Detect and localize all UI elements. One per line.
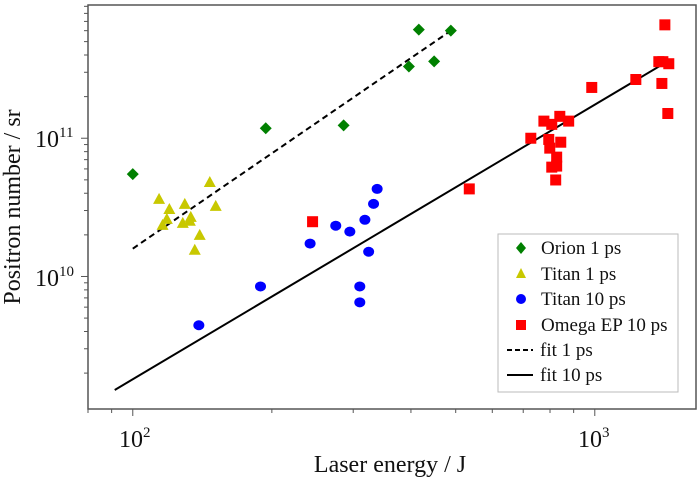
legend-label-fit-1ps: fit 1 ps [540, 340, 593, 361]
data-point-triangle [153, 192, 166, 204]
axis-ticks [81, 5, 596, 416]
legend: Orion 1 ps Titan 1 ps Titan 10 ps Omega … [497, 233, 679, 393]
data-point-square [630, 73, 642, 85]
data-point-square [656, 77, 668, 89]
data-point-square [307, 216, 319, 228]
legend-marker-titan-1ps [516, 268, 526, 278]
data-point-triangle [188, 243, 201, 255]
data-point-square [538, 115, 550, 127]
data-point-circle [363, 246, 375, 257]
legend-box [497, 233, 679, 393]
data-point-square [554, 110, 566, 122]
data-point-square [551, 151, 563, 163]
data-point-triangle [203, 176, 216, 188]
data-point-circle [368, 198, 380, 209]
legend-marker-orion [516, 242, 526, 254]
data-point-square [543, 133, 555, 145]
data-point-square [663, 58, 675, 70]
y-axis-label: Positron number / sr [0, 109, 26, 304]
data-point-circle [359, 214, 371, 225]
data-point-triangle [178, 197, 191, 209]
data-point-square [544, 142, 556, 154]
data-point-diamond [412, 23, 425, 36]
data-point-square [657, 56, 669, 68]
data-point-circle [330, 220, 342, 231]
data-point-square [550, 174, 562, 186]
data-point-square [546, 161, 558, 173]
fit-line-10ps [114, 59, 670, 391]
data-point-circle [371, 183, 383, 194]
legend-marker-omega [516, 320, 526, 330]
data-point-triangle [193, 228, 206, 240]
data-point-diamond [444, 24, 457, 37]
fit-lines [114, 31, 670, 391]
x-tick-label-1000: 103 [578, 425, 610, 453]
data-point-square [525, 132, 537, 144]
data-point-circle [354, 281, 366, 292]
data-point-triangle [183, 214, 196, 226]
data-point-square [546, 118, 558, 130]
legend-label-fit-10ps: fit 10 ps [540, 365, 602, 386]
data-point-circle [344, 226, 356, 237]
data-point-circle [255, 281, 267, 292]
data-point-diamond [259, 122, 272, 135]
data-point-diamond [402, 60, 415, 73]
data-point-triangle [160, 212, 173, 224]
data-point-square [659, 19, 671, 31]
data-point-triangle [156, 218, 169, 230]
data-points [126, 19, 675, 331]
data-point-square [463, 183, 475, 195]
data-point-triangle [209, 199, 222, 211]
data-point-square [555, 136, 567, 148]
y-tick-label-1e11: 1011 [35, 125, 73, 153]
legend-label-omega: Omega EP 10 ps [541, 315, 667, 336]
data-point-circle [304, 238, 316, 249]
data-point-circle [354, 297, 366, 308]
legend-label-titan-10ps: Titan 10 ps [541, 289, 626, 310]
data-point-diamond [126, 168, 139, 181]
data-point-circle [193, 320, 205, 331]
data-point-diamond [428, 55, 441, 68]
data-point-diamond [337, 119, 350, 132]
x-tick-label-100: 102 [119, 425, 151, 453]
data-point-square [662, 107, 674, 119]
x-axis-label: Laser energy / J [314, 452, 466, 478]
data-point-square [563, 115, 575, 127]
y-tick-label-1e10: 1010 [35, 264, 74, 292]
data-point-square [586, 81, 598, 93]
legend-label-orion: Orion 1 ps [541, 238, 621, 259]
legend-label-titan-1ps: Titan 1 ps [541, 264, 616, 285]
fit-line-1ps [132, 31, 449, 250]
data-point-triangle [163, 202, 176, 214]
legend-marker-titan-10ps [516, 294, 526, 304]
